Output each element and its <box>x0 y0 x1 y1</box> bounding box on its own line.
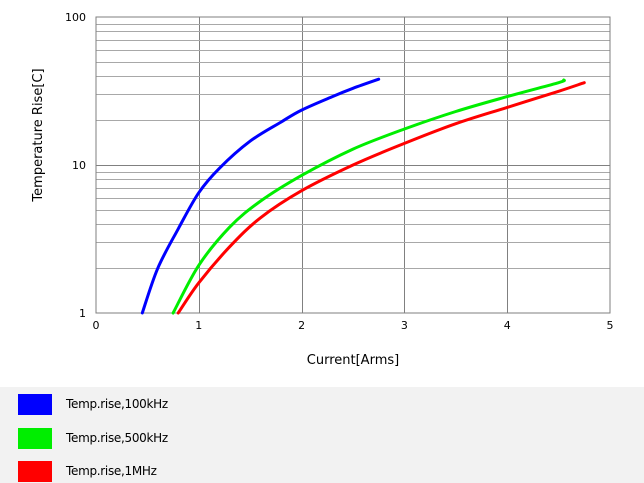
x-axis-label: Current[Arms] <box>307 353 399 368</box>
x-tick-label: 2 <box>298 319 305 332</box>
series-group <box>140 77 586 315</box>
x-tick-label: 0 <box>93 319 100 332</box>
legend-item-500khz: Temp.rise,500kHz <box>18 426 168 450</box>
legend: Temp.rise,100kHz Temp.rise,500kHz Temp.r… <box>0 387 644 483</box>
x-tick-label: 5 <box>607 319 614 332</box>
x-axis-ticks: 0 1 2 3 4 5 <box>93 319 614 332</box>
y-axis-ticks: 1 10 100 <box>65 11 86 320</box>
y-axis-label: Temperature Rise[C] <box>31 68 46 202</box>
legend-item-100khz: Temp.rise,100kHz <box>18 392 168 416</box>
series-line-0 <box>140 77 381 315</box>
y-tick-label: 1 <box>79 307 86 320</box>
gridlines <box>96 17 610 313</box>
series-line-2 <box>176 81 586 315</box>
plot-frame <box>95 16 611 314</box>
legend-label-100khz: Temp.rise,100kHz <box>66 397 168 411</box>
x-tick-label: 3 <box>401 319 408 332</box>
legend-swatch-500khz <box>18 427 52 449</box>
y-tick-label: 100 <box>65 11 86 24</box>
series-line-1 <box>171 78 566 315</box>
legend-swatch-1mhz <box>18 460 52 482</box>
legend-label-500khz: Temp.rise,500kHz <box>66 431 168 445</box>
y-tick-label: 10 <box>72 159 86 172</box>
x-tick-label: 1 <box>195 319 202 332</box>
legend-item-1mhz: Temp.rise,1MHz <box>18 459 157 483</box>
legend-label-1mhz: Temp.rise,1MHz <box>66 464 157 478</box>
x-tick-label: 4 <box>504 319 511 332</box>
legend-swatch-100khz <box>18 393 52 415</box>
